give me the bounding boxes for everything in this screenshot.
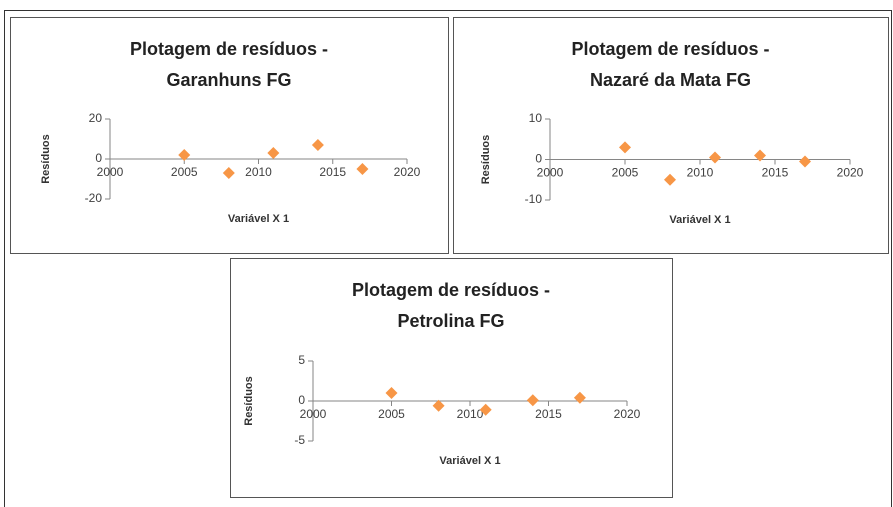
- x-tick-label: 2015: [762, 166, 789, 180]
- x-tick-label: 2005: [378, 407, 405, 421]
- data-point: [526, 394, 539, 407]
- y-axis-label: Resíduos: [243, 376, 255, 426]
- data-point: [754, 149, 766, 162]
- y-tick-label: 0: [95, 151, 102, 165]
- data-point: [385, 387, 398, 399]
- x-axis-label: Variável X 1: [439, 455, 500, 467]
- x-tick-label: 2000: [97, 165, 124, 179]
- chart: Plotagem de resíduos - Petrolina FG -5 0 5 20…: [230, 258, 673, 498]
- y-tick-label: 10: [529, 111, 543, 125]
- x-tick-label: 2005: [171, 165, 198, 179]
- chart-title: Garanhuns FG: [166, 70, 291, 90]
- y-axis-label: Resíduos: [40, 134, 52, 184]
- y-tick-label: 5: [298, 353, 305, 367]
- y-axis-label: Resíduos: [480, 135, 492, 185]
- y-tick-label: -20: [85, 191, 103, 205]
- x-axis-label: Variável X 1: [669, 214, 730, 226]
- data-point: [664, 173, 676, 186]
- y-tick-label: 20: [89, 111, 103, 125]
- x-tick-label: 2020: [837, 166, 864, 180]
- y-tick-label: 0: [298, 393, 305, 407]
- chart-title: Plotagem de resíduos -: [571, 39, 769, 59]
- x-axis-label: Variável X 1: [228, 213, 289, 225]
- chart-title: Plotagem de resíduos -: [352, 280, 550, 300]
- y-tick-label: 0: [535, 152, 542, 166]
- x-tick-label: 2010: [687, 166, 714, 180]
- data-point: [178, 149, 191, 161]
- x-tick-label: 2015: [535, 407, 562, 421]
- chart: Plotagem de resíduos - Nazaré da Mata FG -…: [453, 17, 889, 254]
- outer-frame: [4, 10, 892, 507]
- x-tick-label: 2000: [300, 407, 327, 421]
- chart-frame: [453, 17, 889, 254]
- x-tick-label: 2020: [614, 407, 641, 421]
- data-point: [432, 399, 445, 412]
- y-tick-label: -10: [525, 192, 543, 206]
- x-tick-label: 2010: [457, 407, 484, 421]
- x-tick-label: 2015: [319, 165, 346, 179]
- chart-frame: [10, 17, 449, 254]
- data-point: [799, 155, 811, 168]
- data-point: [619, 141, 631, 154]
- chart-title: Nazaré da Mata FG: [590, 70, 751, 90]
- data-point: [709, 151, 721, 164]
- chart-title: Plotagem de resíduos -: [130, 39, 328, 59]
- chart: Plotagem de resíduos -Garanhuns FG-20020…: [10, 17, 449, 254]
- data-point: [267, 147, 280, 159]
- data-point: [356, 163, 369, 175]
- x-tick-label: 2000: [537, 166, 564, 180]
- data-point: [311, 139, 324, 151]
- chart-frame: [230, 258, 673, 498]
- chart-title: Petrolina FG: [397, 311, 504, 331]
- data-point: [222, 167, 235, 179]
- data-point: [573, 391, 586, 404]
- y-tick-label: -5: [294, 433, 305, 447]
- data-point: [479, 403, 492, 416]
- x-tick-label: 2010: [245, 165, 272, 179]
- x-tick-label: 2020: [394, 165, 421, 179]
- x-tick-label: 2005: [612, 166, 639, 180]
